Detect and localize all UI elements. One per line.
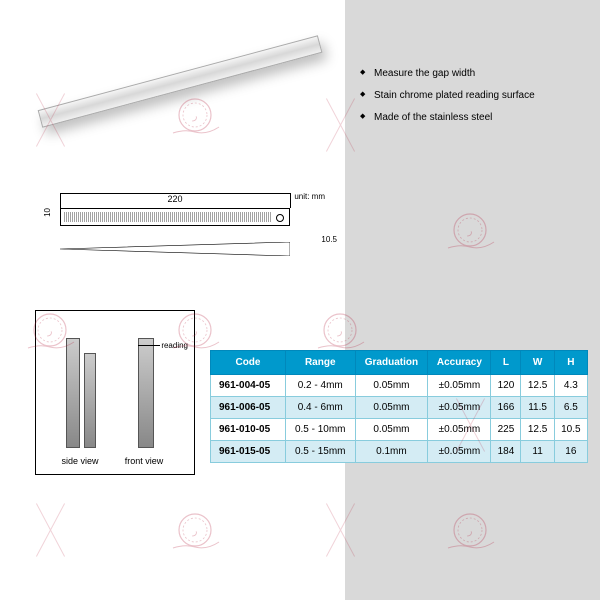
table-row: 961-010-050.5 - 10mm0.05mm±0.05mm22512.5… <box>211 419 588 441</box>
reading-label: reading <box>161 341 188 350</box>
table-cell: 11.5 <box>521 397 554 419</box>
col-code: Code <box>211 351 286 375</box>
table-row: 961-006-050.4 - 6mm0.05mm±0.05mm16611.56… <box>211 397 588 419</box>
table-body: 961-004-050.2 - 4mm0.05mm±0.05mm12012.54… <box>211 375 588 463</box>
reading-leader-line <box>138 345 160 346</box>
col-range: Range <box>285 351 355 375</box>
front-view-label: front view <box>114 456 174 466</box>
length-dimension: 220 <box>60 193 290 204</box>
col-w: W <box>521 351 554 375</box>
spec-table: Code Range Graduation Accuracy L W H 961… <box>210 350 588 463</box>
views-diagram: reading side view front view <box>35 310 195 475</box>
col-l: L <box>491 351 521 375</box>
side-view-shape <box>84 353 96 448</box>
table-cell: 12.5 <box>521 419 554 441</box>
dimension-drawing: unit: mm 220 10 10.5 <box>35 190 335 275</box>
top-view <box>60 208 290 226</box>
table-cell: 0.4 - 6mm <box>285 397 355 419</box>
feature-item: Stain chrome plated reading surface <box>360 87 590 105</box>
feature-item: Made of the stainless steel <box>360 109 590 127</box>
table-cell: 12.5 <box>521 375 554 397</box>
table-header-row: Code Range Graduation Accuracy L W H <box>211 351 588 375</box>
table-cell: ±0.05mm <box>428 375 491 397</box>
table-cell: 961-015-05 <box>211 441 286 463</box>
table-cell: 961-006-05 <box>211 397 286 419</box>
table-cell: 120 <box>491 375 521 397</box>
table-cell: ±0.05mm <box>428 441 491 463</box>
table-cell: 0.2 - 4mm <box>285 375 355 397</box>
ruler-body <box>38 35 323 127</box>
table-cell: ±0.05mm <box>428 419 491 441</box>
product-photo <box>30 40 330 150</box>
table-cell: 961-010-05 <box>211 419 286 441</box>
table-cell: ±0.05mm <box>428 397 491 419</box>
table-cell: 0.05mm <box>355 375 428 397</box>
table-cell: 0.05mm <box>355 397 428 419</box>
table-cell: 0.1mm <box>355 441 428 463</box>
table-row: 961-004-050.2 - 4mm0.05mm±0.05mm12012.54… <box>211 375 588 397</box>
side-profile <box>60 242 290 256</box>
table-cell: 11 <box>521 441 554 463</box>
table-cell: 10.5 <box>554 419 587 441</box>
table-cell: 961-004-05 <box>211 375 286 397</box>
height-left-value: 10 <box>43 208 52 217</box>
height-right-value: 10.5 <box>321 235 337 244</box>
table-cell: 225 <box>491 419 521 441</box>
unit-label: unit: mm <box>294 192 325 201</box>
col-graduation: Graduation <box>355 351 428 375</box>
side-view-label: side view <box>50 456 110 466</box>
feature-item: Measure the gap width <box>360 65 590 83</box>
table-cell: 0.05mm <box>355 419 428 441</box>
table-cell: 16 <box>554 441 587 463</box>
table-cell: 166 <box>491 397 521 419</box>
graduation-marks <box>64 212 271 222</box>
col-accuracy: Accuracy <box>428 351 491 375</box>
feature-list: Measure the gap width Stain chrome plate… <box>360 65 590 131</box>
hole-icon <box>276 214 284 222</box>
table-cell: 4.3 <box>554 375 587 397</box>
table-cell: 0.5 - 10mm <box>285 419 355 441</box>
side-view-shape <box>66 338 80 448</box>
table-row: 961-015-050.5 - 15mm0.1mm±0.05mm1841116 <box>211 441 588 463</box>
side-view-col <box>56 323 106 448</box>
table-cell: 0.5 - 15mm <box>285 441 355 463</box>
table-cell: 6.5 <box>554 397 587 419</box>
col-h: H <box>554 351 587 375</box>
length-value: 220 <box>167 194 182 204</box>
table-cell: 184 <box>491 441 521 463</box>
front-view-shape <box>138 338 154 448</box>
